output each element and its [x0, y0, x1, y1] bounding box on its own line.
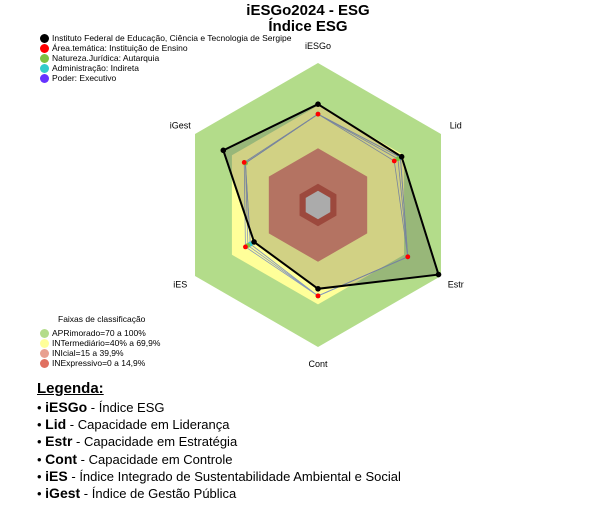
glossary-item: • Lid - Capacidade em Liderança	[37, 416, 230, 433]
legend-marker	[40, 43, 49, 53]
series-point-0-5	[220, 147, 227, 154]
glossary-abbr: Estr	[45, 433, 73, 450]
legend-item-area-tematica: Área.temática: Instituição de Ensino	[40, 43, 291, 53]
legend-marker	[40, 63, 49, 73]
glossary-abbr: iES	[45, 467, 68, 484]
glossary-desc: Capacidade em Estratégia	[83, 434, 238, 450]
series-point-1-3	[315, 293, 321, 299]
legend-marker	[40, 33, 49, 43]
legend-marker	[40, 53, 49, 63]
glossary: Legenda: • iESGo - Índice ESG • Lid - Ca…	[37, 380, 401, 502]
legend-label: Instituto Federal de Educação, Ciência e…	[52, 33, 292, 43]
glossary-desc: Capacidade em Liderança	[77, 417, 230, 433]
legend-label: Poder: Executivo	[52, 73, 117, 83]
legend-item-poder: Poder: Executivo	[40, 73, 291, 83]
glossary-item: • iGest - Índice de Gestão Pública	[37, 485, 237, 502]
legend-label: Área.temática: Instituição de Ensino	[52, 43, 188, 53]
chart-subtitle: Índice ESG	[268, 18, 348, 35]
chart-title: iESGo2024 - ESG	[246, 2, 370, 19]
axis-label-estr: Estr	[448, 280, 464, 290]
band-item-inicial: INIcial=15 a 39,9%	[40, 348, 160, 358]
glossary-item: • iESGo - Índice ESG	[37, 399, 165, 415]
series-point-1-1	[391, 158, 397, 164]
legend-item-instituto: Instituto Federal de Educação, Ciência e…	[40, 33, 291, 43]
series-point-1-5	[241, 160, 247, 165]
band-marker	[40, 348, 49, 358]
band-item-inexpressivo: INExpressivo=0 a 14,9%	[40, 358, 160, 368]
band-marker	[40, 328, 49, 338]
glossary-item: • Estr - Capacidade em Estratégia	[37, 433, 238, 450]
glossary-abbr: Cont	[45, 450, 78, 467]
series-legend: Instituto Federal de Educação, Ciência e…	[40, 33, 291, 83]
series-point-1-0	[315, 111, 321, 117]
glossary-desc: Capacidade em Controle	[88, 451, 233, 467]
series-point-0-4	[251, 239, 257, 245]
series-point-0-3	[315, 285, 321, 292]
glossary-abbr: iGest	[45, 485, 81, 502]
bands-legend-title: Faixas de classificação	[58, 314, 146, 324]
band-marker	[40, 358, 49, 368]
axis-label-cont: Cont	[308, 359, 328, 369]
glossary-abbr: iESGo	[45, 399, 88, 415]
axis-label-igest: iGest	[170, 120, 192, 130]
series-point-0-1	[398, 153, 405, 160]
band-marker	[40, 338, 49, 348]
glossary-item: • iES - Índice Integrado de Sustentabili…	[37, 467, 401, 484]
glossary-item: • Cont - Capacidade em Controle	[37, 450, 233, 467]
legend-label: Administração: Indireta	[52, 63, 139, 73]
band-item-aprimorado: APRimorado=70 a 100%	[40, 328, 160, 338]
legend-marker	[40, 73, 49, 83]
series-point-0-0	[315, 101, 321, 107]
series-point-1-4	[243, 244, 248, 250]
legend-label: Natureza.Jurídica: Autarquia	[52, 53, 160, 63]
glossary-abbr: Lid	[45, 416, 67, 433]
legend-item-natureza-juridica: Natureza.Jurídica: Autarquia	[40, 53, 291, 63]
axis-label-iesgo: iESGo	[305, 41, 331, 51]
band-label: INTermediário=40% a 69,9%	[52, 338, 161, 348]
bands-legend: Faixas de classificação APRimorado=70 a …	[40, 314, 160, 368]
axis-label-ies: iES	[173, 280, 187, 290]
band-item-intermediario: INTermediário=40% a 69,9%	[40, 338, 160, 348]
legend-item-administracao: Administração: Indireta	[40, 63, 291, 73]
band-label: INExpressivo=0 a 14,9%	[52, 358, 146, 368]
series-point-0-2	[435, 271, 442, 278]
axis-label-lid: Lid	[450, 120, 462, 130]
band-center	[305, 190, 331, 220]
band-label: APRimorado=70 a 100%	[52, 328, 146, 338]
glossary-desc: Índice ESG	[98, 400, 165, 415]
band-label: INIcial=15 a 39,9%	[52, 348, 124, 358]
glossary-title: Legenda:	[37, 380, 104, 397]
series-point-1-2	[405, 254, 411, 260]
glossary-desc: Índice de Gestão Pública	[91, 486, 237, 502]
glossary-desc: Índice Integrado de Sustentabilidade Amb…	[79, 468, 401, 484]
